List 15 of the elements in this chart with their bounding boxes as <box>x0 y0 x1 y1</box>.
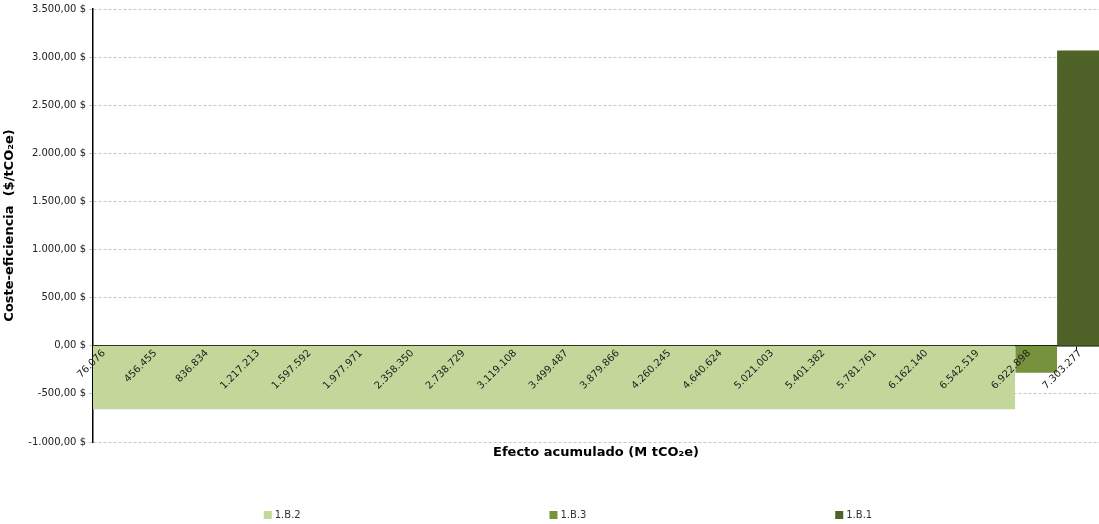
x-axis-title: Efecto acumulado (M tCO₂e) <box>493 443 699 459</box>
y-tick-label: 500,00 $ <box>41 291 86 303</box>
y-tick-label: 3.500,00 $ <box>31 2 86 14</box>
legend-label: 1.B.2 <box>274 508 301 520</box>
y-tick-label: 1.000,00 $ <box>31 243 86 255</box>
legend-label: 1.B.3 <box>560 508 587 520</box>
y-tick-label: 1.500,00 $ <box>31 195 86 207</box>
legend-label: 1.B.1 <box>846 508 873 520</box>
y-tick-label: 2.500,00 $ <box>31 98 86 110</box>
y-tick-label: -500,00 $ <box>37 387 86 399</box>
y-tick-label: 2.000,00 $ <box>31 146 86 158</box>
y-axis-title: Coste-eficiencia ($/tCO₂e) <box>1 129 17 322</box>
y-tick-label: 0,00 $ <box>54 339 86 351</box>
y-tick-label: 3.000,00 $ <box>31 50 86 62</box>
y-tick-label: -1.000,00 $ <box>28 435 86 447</box>
